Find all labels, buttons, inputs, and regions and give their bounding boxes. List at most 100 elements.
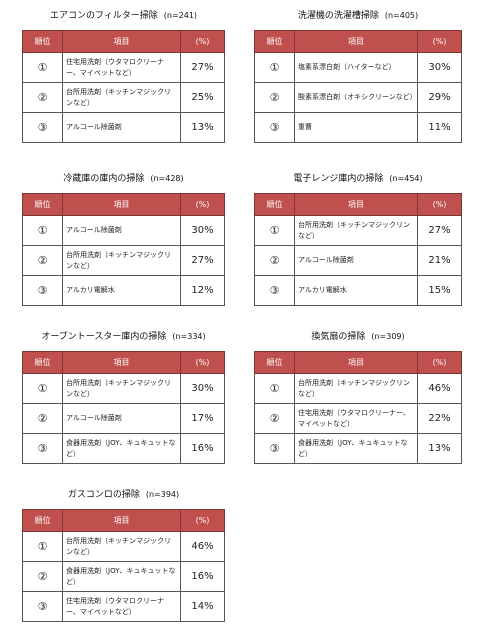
item-cell: 重曹 [294, 112, 418, 143]
item-cell: 住宅用洗剤（ウタマロクリーナー、マイペットなど） [62, 591, 181, 622]
rank-cell: ③ [22, 433, 63, 464]
table-header-row: 順位 項目 (%) [22, 30, 225, 53]
header-percent: (%) [180, 193, 225, 216]
header-percent: (%) [417, 30, 462, 53]
sample-size: (n=334) [172, 332, 206, 341]
item-cell: 住宅用洗剤（ウタマロクリーナー、マイペットなど） [294, 403, 418, 434]
rank-cell: ② [254, 82, 295, 113]
item-cell: アルコール除菌剤 [62, 112, 181, 143]
rank-cell: ③ [22, 275, 63, 306]
percent-cell: 46% [417, 373, 462, 404]
item-cell: アルコール除菌剤 [62, 403, 181, 434]
item-cell: 塩素系漂白剤（ハイターなど） [294, 52, 418, 83]
table-row: ① 台所用洗剤（キッチンマジックリンなど） 46% [22, 531, 225, 562]
item-cell: 台所用洗剤（キッチンマジックリンなど） [62, 531, 181, 562]
header-item: 項目 [62, 351, 181, 374]
rank-cell: ③ [254, 275, 295, 306]
item-cell: アルコール除菌剤 [294, 245, 418, 276]
table-header-row: 順位 項目 (%) [22, 193, 225, 216]
table-row: ③ 食器用洗剤（JOY、キュキュットなど） 13% [254, 433, 462, 464]
table-row: ① 台所用洗剤（キッチンマジックリンなど） 30% [22, 373, 225, 404]
block-title-text: 換気扇の掃除 [311, 332, 366, 342]
block-title-text: 電子レンジ庫内の掃除 [293, 174, 384, 184]
block-gas-stove: ガスコンロの掃除 (n=394) 順位 項目 (%) ① 台所用洗剤（キッチンマジックリンな… [22, 488, 225, 622]
table-row: ③ アルカリ電解水 15% [254, 275, 462, 306]
sample-size: (n=405) [384, 11, 419, 20]
table-header-row: 順位 項目 (%) [254, 351, 462, 374]
rank-cell: ② [22, 561, 63, 592]
table-header-row: 順位 項目 (%) [22, 509, 225, 532]
table-row: ③ 重曹 11% [254, 112, 462, 143]
percent-cell: 11% [417, 112, 462, 143]
ranking-table: 順位 項目 (%) ① 台所用洗剤（キッチンマジックリンなど） 27% ② アルコール除菌剤 2… [254, 193, 462, 306]
item-cell: 食器用洗剤（JOY、キュキュットなど） [62, 433, 181, 464]
percent-cell: 30% [417, 52, 462, 83]
header-rank: 順位 [22, 351, 63, 374]
block-microwave: 電子レンジ庫内の掃除 (n=454) 順位 項目 (%) ① 台所用洗剤（キッチンマジックリ… [254, 172, 462, 306]
percent-cell: 46% [180, 531, 225, 562]
item-cell: 台所用洗剤（キッチンマジックリンなど） [62, 82, 181, 113]
percent-cell: 30% [180, 373, 225, 404]
header-item: 項目 [294, 351, 418, 374]
ranking-table: 順位 項目 (%) ① 台所用洗剤（キッチンマジックリンなど） 46% ② 食器用洗剤（JOY… [22, 509, 225, 622]
percent-cell: 27% [180, 52, 225, 83]
percent-cell: 27% [417, 215, 462, 246]
block-title: ガスコンロの掃除 (n=394) [22, 488, 225, 502]
header-percent: (%) [180, 351, 225, 374]
item-cell: 住宅用洗剤（ウタマロクリーナー、マイペットなど） [62, 52, 181, 83]
item-cell: 台所用洗剤（キッチンマジックリンなど） [294, 215, 418, 246]
header-item: 項目 [62, 30, 181, 53]
header-item: 項目 [294, 30, 418, 53]
table-row: ③ アルコール除菌剤 13% [22, 112, 225, 143]
header-rank: 順位 [22, 30, 63, 53]
percent-cell: 21% [417, 245, 462, 276]
percent-cell: 27% [180, 245, 225, 276]
table-row: ③ 住宅用洗剤（ウタマロクリーナー、マイペットなど） 14% [22, 591, 225, 622]
table-row: ② 台所用洗剤（キッチンマジックリンなど） 25% [22, 82, 225, 113]
header-rank: 順位 [254, 193, 295, 216]
percent-cell: 17% [180, 403, 225, 434]
percent-cell: 25% [180, 82, 225, 113]
block-title: 電子レンジ庫内の掃除 (n=454) [254, 172, 462, 186]
table-row: ① アルコール除菌剤 30% [22, 215, 225, 246]
item-cell: 食器用洗剤（JOY、キュキュットなど） [294, 433, 418, 464]
sample-size: (n=241) [163, 11, 198, 20]
item-cell: 食器用洗剤（JOY、キュキュットなど） [62, 561, 181, 592]
item-cell: 台所用洗剤（キッチンマジックリンなど） [294, 373, 418, 404]
table-row: ① 台所用洗剤（キッチンマジックリンなど） 46% [254, 373, 462, 404]
item-cell: 台所用洗剤（キッチンマジックリンなど） [62, 245, 181, 276]
rank-cell: ① [254, 373, 295, 404]
table-header-row: 順位 項目 (%) [22, 351, 225, 374]
item-cell: アルコール除菌剤 [62, 215, 181, 246]
rank-cell: ③ [22, 591, 63, 622]
rank-cell: ② [254, 245, 295, 276]
ranking-table: 順位 項目 (%) ① アルコール除菌剤 30% ② 台所用洗剤（キッチンマジックリンなど） 2… [22, 193, 225, 306]
percent-cell: 30% [180, 215, 225, 246]
rank-cell: ① [22, 531, 63, 562]
table-row: ② 食器用洗剤（JOY、キュキュットなど） 16% [22, 561, 225, 592]
block-title: 洗濯機の洗濯槽掃除 (n=405) [254, 9, 462, 23]
rank-cell: ② [22, 82, 63, 113]
percent-cell: 14% [180, 591, 225, 622]
rank-cell: ① [254, 52, 295, 83]
percent-cell: 29% [417, 82, 462, 113]
table-row: ① 住宅用洗剤（ウタマロクリーナー、マイペットなど） 27% [22, 52, 225, 83]
header-percent: (%) [180, 30, 225, 53]
block-title-text: オーブントースター庫内の掃除 [41, 332, 167, 342]
table-row: ① 塩素系漂白剤（ハイターなど） 30% [254, 52, 462, 83]
ranking-table: 順位 項目 (%) ① 台所用洗剤（キッチンマジックリンなど） 46% ② 住宅用洗剤（ウタマ… [254, 351, 462, 464]
block-title-text: 洗濯機の洗濯槽掃除 [297, 11, 379, 21]
sample-size: (n=428) [150, 174, 184, 183]
rank-cell: ③ [22, 112, 63, 143]
block-title: 冷蔵庫の庫内の掃除 (n=428) [22, 172, 225, 186]
table-row: ② 台所用洗剤（キッチンマジックリンなど） 27% [22, 245, 225, 276]
table-header-row: 順位 項目 (%) [254, 30, 462, 53]
item-cell: 酸素系漂白剤（オキシクリーンなど） [294, 82, 418, 113]
item-cell: アルカリ電解水 [62, 275, 181, 306]
header-rank: 順位 [254, 30, 295, 53]
table-row: ① 台所用洗剤（キッチンマジックリンなど） 27% [254, 215, 462, 246]
rank-cell: ① [254, 215, 295, 246]
rank-cell: ① [22, 215, 63, 246]
rank-cell: ② [254, 403, 295, 434]
table-row: ② 住宅用洗剤（ウタマロクリーナー、マイペットなど） 22% [254, 403, 462, 434]
